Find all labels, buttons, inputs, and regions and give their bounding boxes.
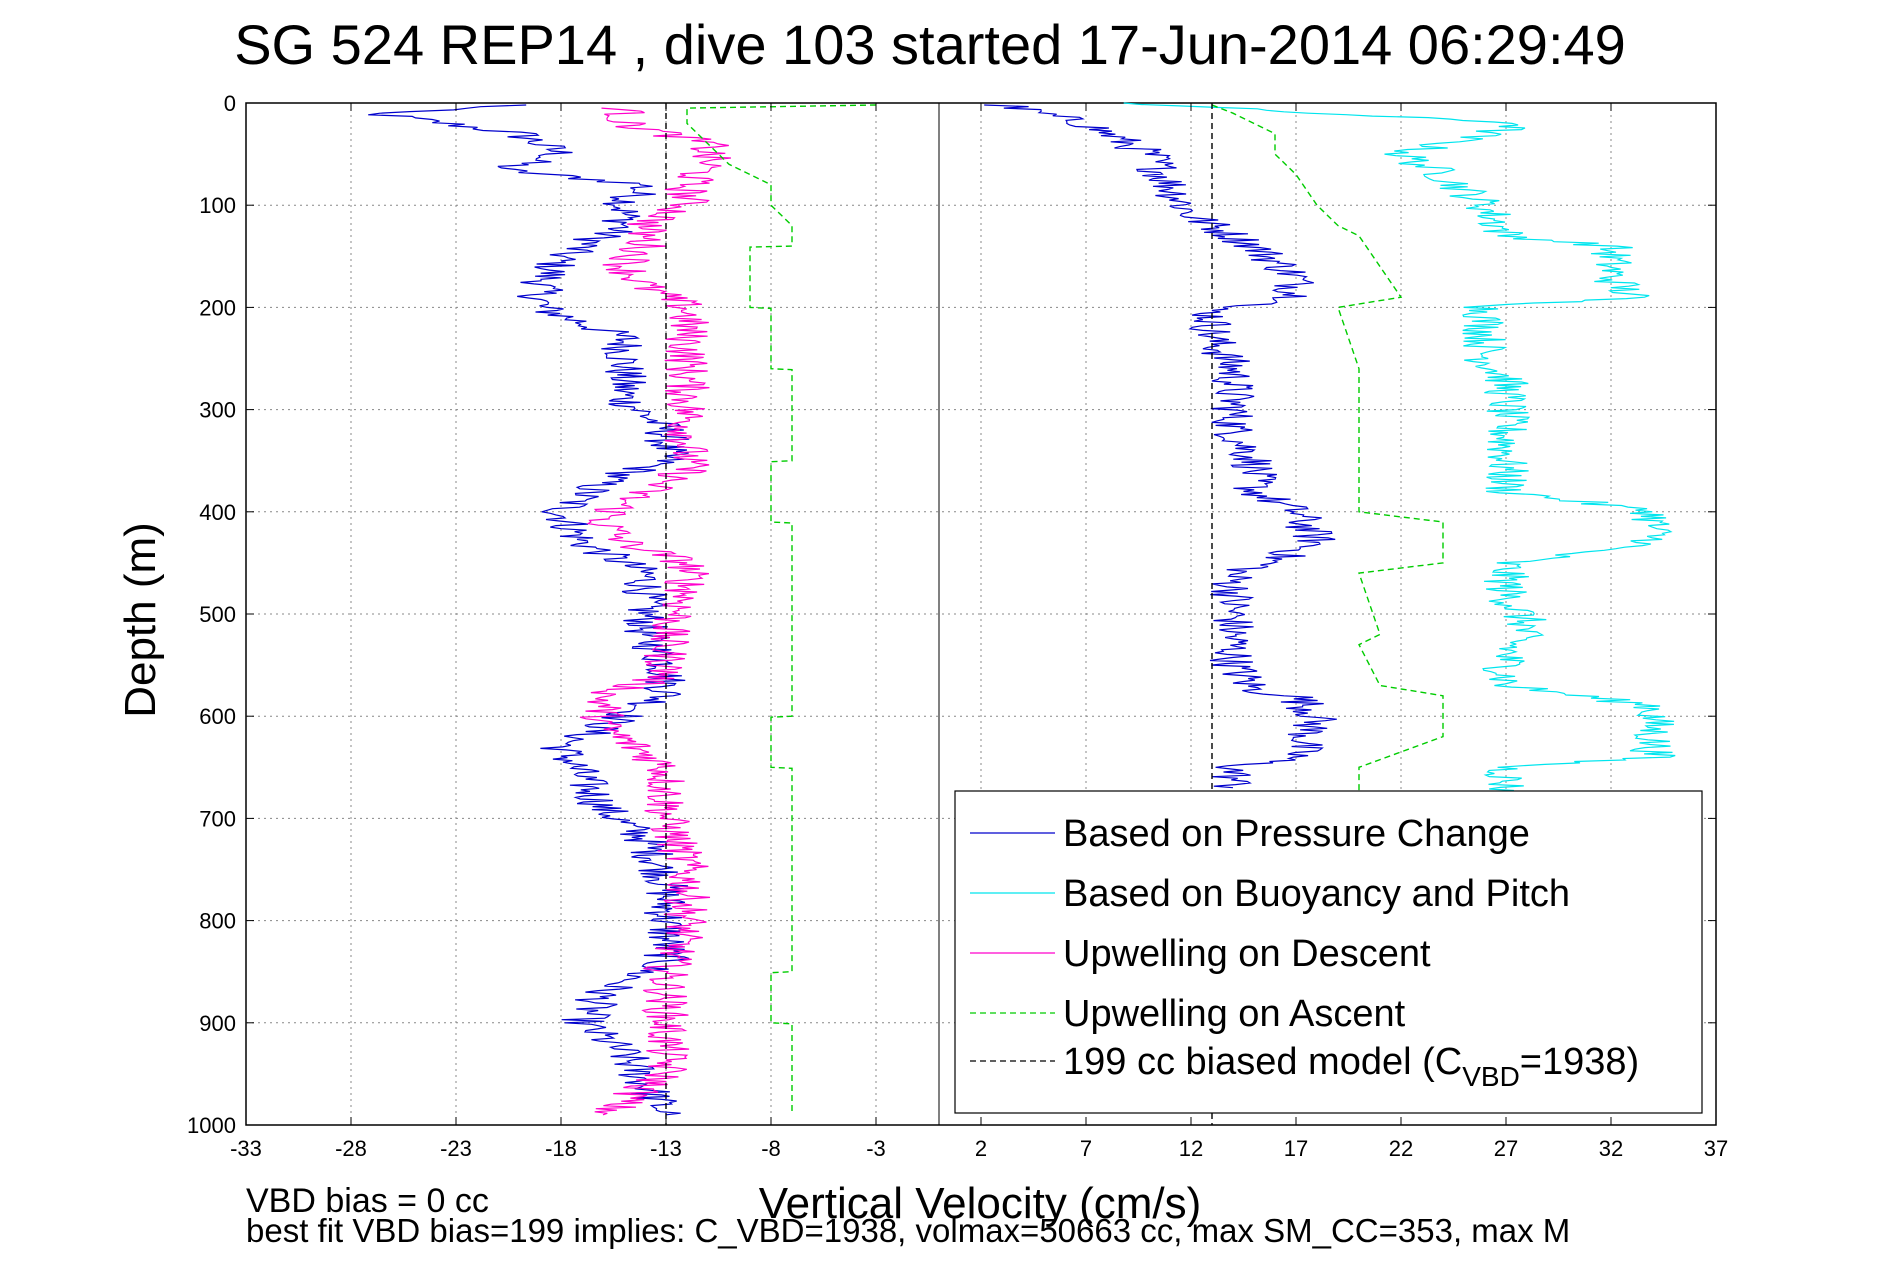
y-axis-label: Depth (m) (116, 522, 165, 718)
legend-entry-label-part: 199 cc biased model (C (1063, 1041, 1462, 1083)
legend-entry-label-subscript: VBD (1462, 1061, 1520, 1092)
x-tick-label: 2 (975, 1136, 987, 1161)
legend-entry-label: Upwelling on Ascent (1063, 993, 1406, 1035)
y-tick-label: 800 (199, 909, 236, 934)
series-layer (368, 102, 1676, 1125)
x-tick-label: 37 (1704, 1136, 1728, 1161)
legend-entry-label-part: =1938) (1520, 1041, 1639, 1083)
x-tick-label: -28 (335, 1136, 367, 1161)
x-tick-label: -8 (761, 1136, 781, 1161)
legend-box (954, 790, 1703, 1114)
y-tick-label: 200 (199, 295, 236, 320)
legend: Based on Pressure Change Based on Buoyanc… (954, 790, 1703, 1114)
best-fit-annotation: best fit VBD bias=199 implies: C_VBD=193… (246, 1212, 1571, 1249)
y-tick-label: 0 (224, 91, 236, 116)
y-tick-label: 300 (199, 398, 236, 423)
x-tick-label: 17 (1284, 1136, 1308, 1161)
legend-entry-label: Based on Pressure Change (1063, 813, 1530, 855)
x-tick-label: 7 (1080, 1136, 1092, 1161)
legend-entry-label: Based on Buoyancy and Pitch (1063, 873, 1570, 915)
x-tick-label: 32 (1599, 1136, 1623, 1161)
series-line-0-1 (984, 104, 1337, 789)
x-tick-label: 22 (1389, 1136, 1413, 1161)
x-tick-label: 27 (1494, 1136, 1518, 1161)
series-line-2-0 (579, 107, 731, 1116)
legend-entry-label: 199 cc biased model (CVBD=1938) (1063, 1041, 1639, 1092)
y-tick-label: 900 (199, 1011, 236, 1036)
ticks: -33 -28 -23 -18 -13 -8 -3 2 7 12 17 22 27 32 370100200… (187, 91, 1728, 1161)
x-tick-label: -13 (650, 1136, 682, 1161)
y-tick-label: 600 (199, 704, 236, 729)
chart-title: SG 524 REP14 , dive 103 started 17-Jun-2… (234, 13, 1626, 76)
y-tick-label: 500 (199, 602, 236, 627)
y-tick-label: 700 (199, 806, 236, 831)
y-tick-label: 1000 (187, 1113, 236, 1138)
x-tick-label: -3 (866, 1136, 886, 1161)
y-tick-label: 400 (199, 500, 236, 525)
series-line-0-0 (368, 104, 690, 1116)
x-axis-label: Vertical Velocity (cm/s) (759, 1179, 1202, 1228)
series-line-1-0 (1123, 102, 1676, 819)
legend-entry-label: Upwelling on Descent (1063, 933, 1431, 975)
x-tick-label: -18 (545, 1136, 577, 1161)
series-line-3-1 (1211, 104, 1444, 819)
x-tick-label: 12 (1179, 1136, 1203, 1161)
x-tick-label: -33 (230, 1136, 262, 1161)
x-tick-label: -23 (440, 1136, 472, 1161)
vbd-bias-annotation: VBD bias = 0 cc (246, 1182, 489, 1220)
y-tick-label: 100 (199, 193, 236, 218)
